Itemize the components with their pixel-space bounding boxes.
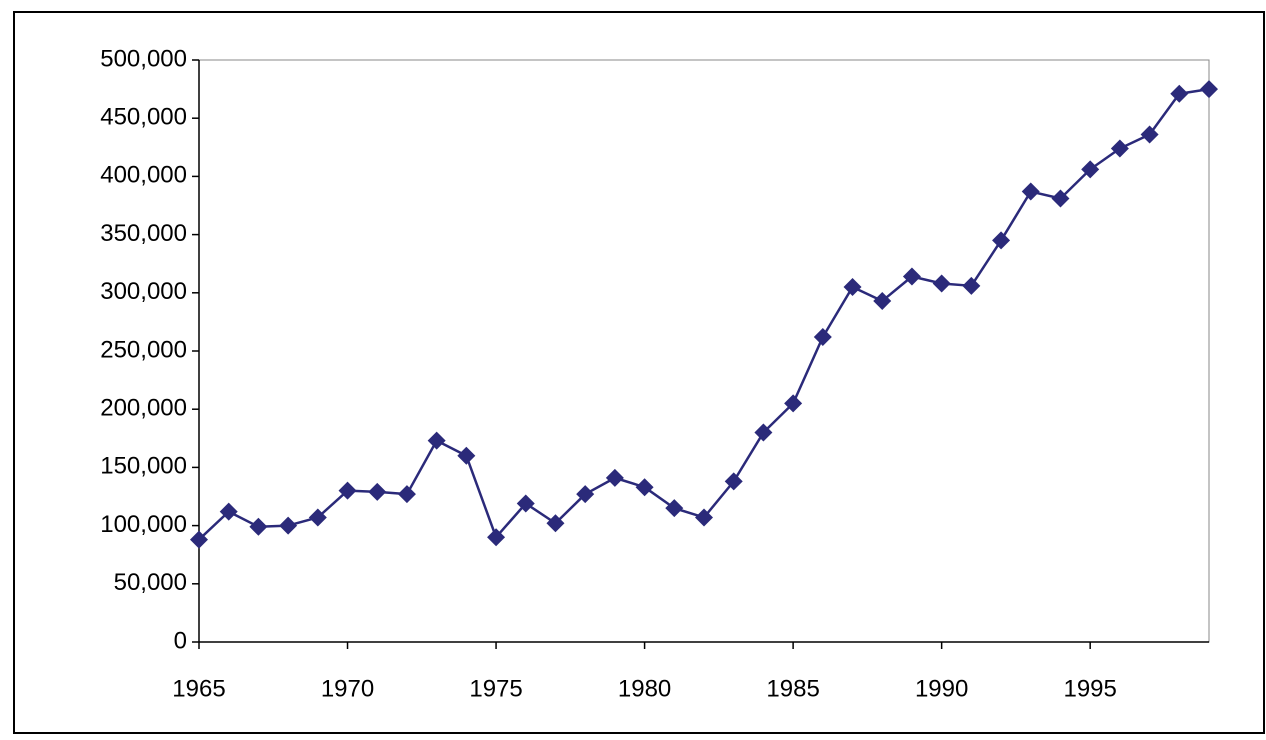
data-point <box>576 485 595 504</box>
y-tick-label: 200,000 <box>100 395 187 422</box>
data-point <box>457 446 476 465</box>
y-tick-label: 350,000 <box>100 220 187 247</box>
data-point <box>279 516 298 535</box>
data-point <box>1081 160 1100 179</box>
data-point <box>902 267 921 286</box>
data-point <box>368 482 387 501</box>
data-point <box>308 508 327 527</box>
y-tick-label: 250,000 <box>100 336 187 363</box>
data-point <box>873 291 892 310</box>
data-point <box>1170 84 1189 103</box>
data-point <box>843 277 862 296</box>
y-tick-label: 150,000 <box>100 453 187 480</box>
data-point <box>219 502 238 521</box>
x-tick-label: 1975 <box>469 675 522 702</box>
x-tick-label: 1990 <box>915 675 968 702</box>
data-point <box>1200 80 1218 99</box>
data-point <box>1051 189 1070 208</box>
data-point <box>427 431 446 450</box>
data-point <box>635 478 654 497</box>
x-tick-label: 1970 <box>321 675 374 702</box>
data-point <box>784 394 803 413</box>
data-point <box>516 494 535 513</box>
data-point <box>665 499 684 518</box>
data-point <box>754 423 773 442</box>
data-point <box>1140 125 1159 144</box>
data-point <box>1110 139 1129 158</box>
data-point <box>962 276 981 295</box>
data-point <box>487 528 506 547</box>
y-tick-label: 300,000 <box>100 278 187 305</box>
chart-frame <box>13 11 1265 734</box>
y-tick-label: 400,000 <box>100 162 187 189</box>
data-point <box>932 274 951 293</box>
y-tick-label: 500,000 <box>100 45 187 72</box>
data-point <box>605 468 624 487</box>
data-point <box>695 508 713 527</box>
data-point <box>338 481 357 500</box>
data-point <box>813 328 832 347</box>
x-tick-label: 1995 <box>1063 675 1116 702</box>
y-tick-label: 0 <box>174 627 187 654</box>
data-point <box>249 517 268 536</box>
data-point <box>992 231 1011 250</box>
y-tick-label: 450,000 <box>100 104 187 131</box>
data-point <box>190 530 208 549</box>
data-point <box>724 472 743 491</box>
x-tick-label: 1980 <box>618 675 671 702</box>
data-point <box>1021 182 1040 201</box>
y-tick-label: 100,000 <box>100 511 187 538</box>
data-point <box>546 514 565 533</box>
x-tick-label: 1965 <box>172 675 225 702</box>
y-tick-label: 50,000 <box>114 569 187 596</box>
x-tick-label: 1985 <box>766 675 819 702</box>
data-point <box>397 485 416 504</box>
